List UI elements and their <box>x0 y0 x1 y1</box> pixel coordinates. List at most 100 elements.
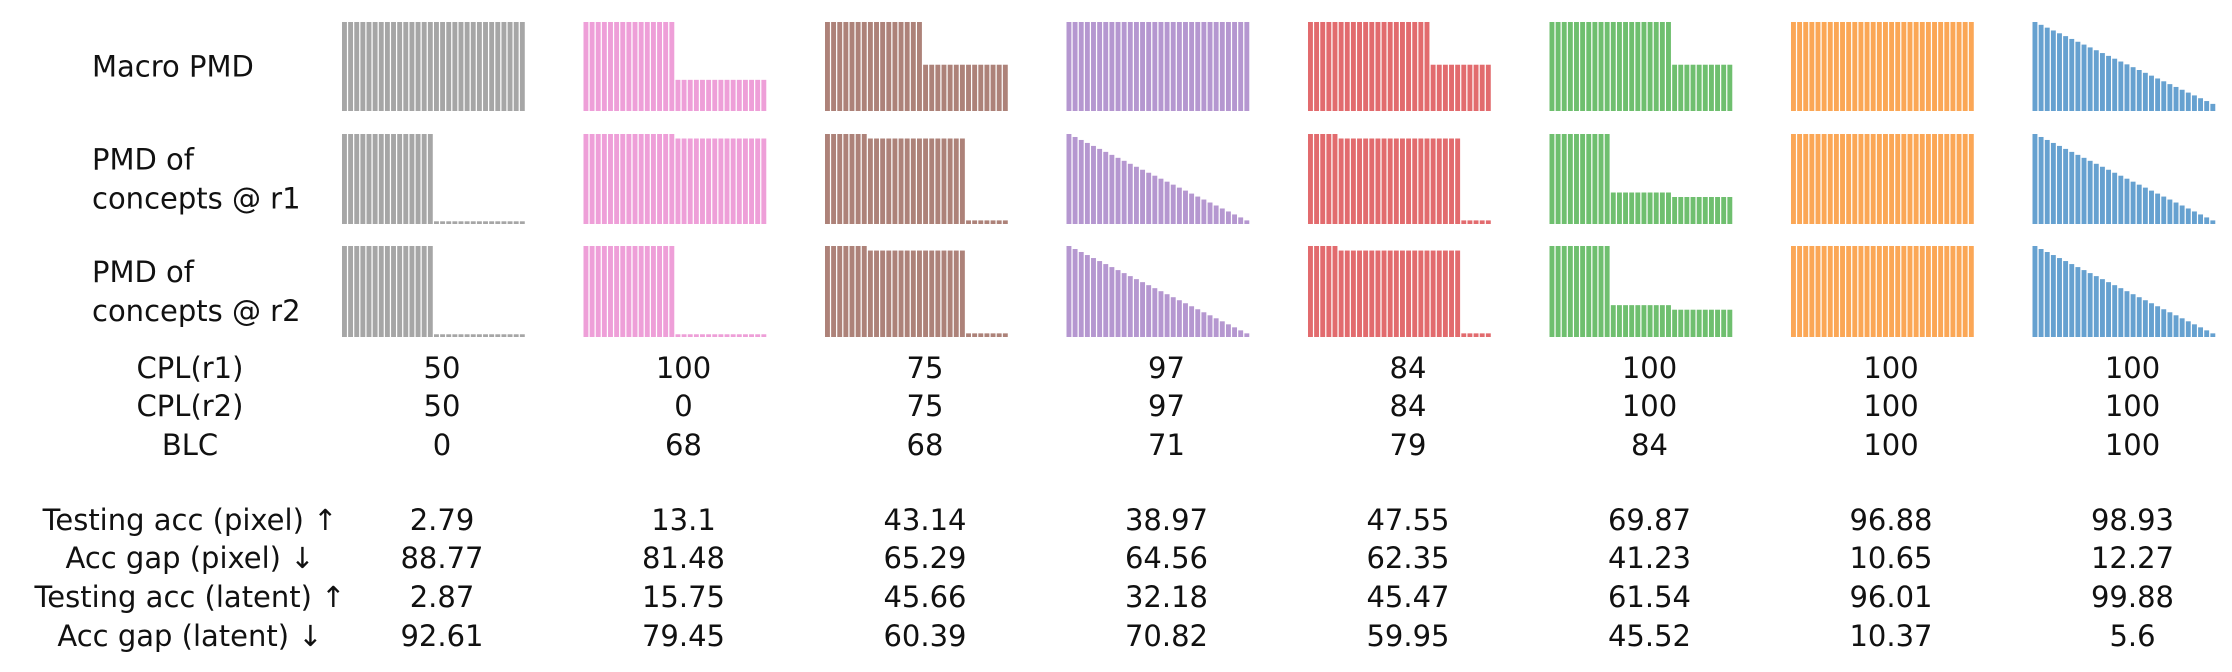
bar <box>1467 64 1473 111</box>
bar <box>1604 246 1610 337</box>
bar <box>476 22 482 111</box>
bar <box>1207 315 1213 337</box>
bar <box>1580 134 1586 224</box>
bar <box>1895 246 1901 337</box>
bar <box>1479 64 1485 111</box>
bar <box>996 333 1002 337</box>
metric-value-3-col1: 2.79 <box>410 503 475 537</box>
bar <box>1461 64 1467 111</box>
bar <box>755 334 761 337</box>
bar <box>1913 22 1919 111</box>
panel-col1-macro <box>342 22 525 111</box>
bar <box>1968 22 1974 111</box>
bar <box>1925 246 1931 337</box>
bar <box>749 334 755 337</box>
bar <box>867 138 873 224</box>
bar <box>1320 134 1326 224</box>
bar <box>1561 134 1567 224</box>
bar <box>2124 291 2130 337</box>
bar <box>1066 246 1072 337</box>
bar <box>1641 305 1647 337</box>
bar <box>2161 196 2167 224</box>
bar <box>1586 246 1592 337</box>
bar <box>837 134 843 224</box>
bar <box>742 79 748 111</box>
bar <box>446 334 452 337</box>
metric-value-1-col2: 0 <box>674 389 692 423</box>
metric-value-6-col3: 60.39 <box>883 619 966 653</box>
bar <box>354 134 360 224</box>
panel-col4-macro <box>1066 22 1250 111</box>
bar <box>1387 22 1393 111</box>
bar <box>513 334 519 337</box>
bar <box>831 22 837 111</box>
bar <box>2142 187 2148 224</box>
bar <box>1684 64 1690 111</box>
bar <box>730 79 736 111</box>
bar <box>1666 305 1671 337</box>
bar <box>1479 333 1485 337</box>
bar <box>2032 134 2038 224</box>
bar <box>1430 138 1436 224</box>
bar <box>1666 192 1671 224</box>
bar <box>2069 38 2075 111</box>
panel-col2-r1 <box>583 134 767 224</box>
bar <box>1140 169 1146 224</box>
bar <box>440 221 446 224</box>
bar <box>1598 134 1604 224</box>
bar <box>1598 22 1604 111</box>
bar <box>910 250 916 337</box>
bar <box>1678 64 1684 111</box>
bar <box>1375 250 1381 337</box>
bar <box>1350 22 1356 111</box>
bar <box>644 134 650 224</box>
bar <box>681 79 687 111</box>
bar <box>415 22 421 111</box>
bar <box>1702 64 1708 111</box>
bar <box>2050 30 2056 111</box>
metric-value-1-col6: 100 <box>1622 389 1677 423</box>
bar <box>1121 160 1127 224</box>
bar <box>1962 22 1968 111</box>
bar <box>886 250 892 337</box>
panel-col7-r2 <box>1791 246 1974 337</box>
bar <box>1561 246 1567 337</box>
bar <box>507 22 513 111</box>
bar <box>476 221 482 224</box>
bar <box>2185 208 2191 224</box>
bar <box>601 22 607 111</box>
bar <box>978 220 984 224</box>
bar <box>1225 22 1231 111</box>
bar <box>947 64 953 111</box>
bar <box>348 246 354 337</box>
bar <box>1913 246 1919 337</box>
bar <box>1449 138 1454 224</box>
bar <box>843 246 849 337</box>
bar <box>1219 22 1225 111</box>
metric-value-4-col7: 10.65 <box>1849 541 1932 575</box>
bar <box>990 64 996 111</box>
bar <box>1332 134 1338 224</box>
bar <box>1127 276 1133 337</box>
bar <box>434 334 439 337</box>
bar <box>1189 22 1195 111</box>
metric-value-0-col4: 97 <box>1148 351 1185 385</box>
bar <box>2063 261 2069 337</box>
bar <box>421 246 427 337</box>
bar <box>825 22 830 111</box>
bar <box>1485 64 1491 111</box>
metric-value-1-col5: 84 <box>1390 389 1427 423</box>
bar <box>1103 22 1109 111</box>
metric-value-1-col4: 97 <box>1148 389 1185 423</box>
metric-value-5-col5: 45.47 <box>1366 580 1449 614</box>
bar <box>761 138 767 224</box>
bar <box>1809 22 1815 111</box>
bar <box>1962 134 1968 224</box>
bar <box>712 79 718 111</box>
bar <box>1653 305 1659 337</box>
bar <box>1213 318 1219 337</box>
bar <box>1152 22 1158 111</box>
bar <box>1580 246 1586 337</box>
bar <box>1369 250 1375 337</box>
bar <box>959 250 965 337</box>
